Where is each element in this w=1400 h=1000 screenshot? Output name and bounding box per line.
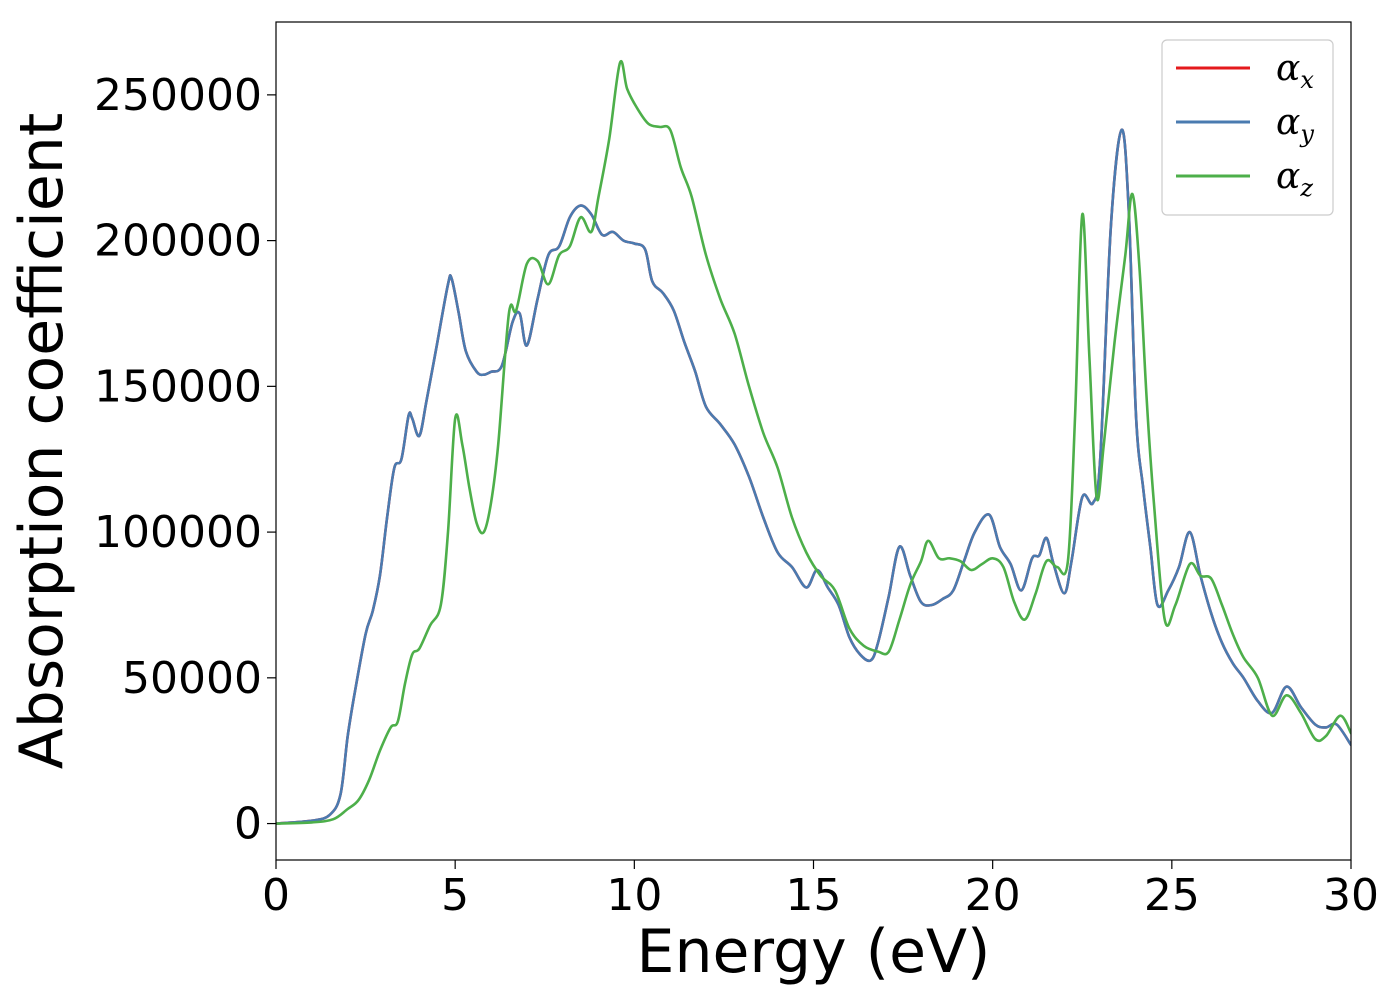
series-line-z (276, 59, 1351, 825)
y-tick-label: 200000 (94, 216, 262, 267)
y-tick-label: 250000 (94, 70, 262, 121)
y-tick-label: 0 (234, 799, 262, 850)
x-tick-label: 5 (441, 870, 469, 921)
x-tick-label: 10 (606, 870, 662, 921)
x-axis: 0 5 10 15 20 25 30 (262, 860, 1379, 921)
y-axis: 0 50000 100000 150000 200000 250000 (94, 70, 276, 850)
x-tick-label: 30 (1323, 870, 1379, 921)
x-tick-label: 20 (965, 870, 1021, 921)
x-axis-title: Energy (eV) (637, 917, 991, 987)
y-tick-label: 50000 (122, 653, 262, 704)
x-tick-label: 15 (786, 870, 842, 921)
y-tick-label: 100000 (94, 507, 262, 558)
x-tick-label: 25 (1144, 870, 1200, 921)
x-tick-label: 0 (262, 870, 290, 921)
series-layer (276, 59, 1351, 825)
y-axis-title: Absorption coefficient (7, 113, 77, 770)
y-tick-label: 150000 (94, 361, 262, 412)
legend-box (1161, 39, 1334, 216)
